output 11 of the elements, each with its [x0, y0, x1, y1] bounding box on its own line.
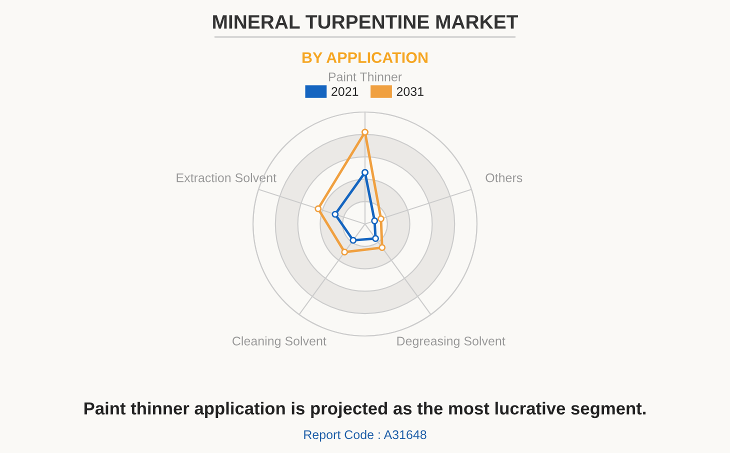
spoke-label: Extraction Solvent — [176, 173, 276, 182]
text: Report Code : A31648 — [304, 430, 426, 442]
spoke-label: Degreasing Solvent — [397, 336, 506, 348]
spoke-label: Paint Thinner — [328, 72, 402, 82]
chart-subtitle: BY APPLICATION — [302, 52, 428, 63]
spoke-label: Others — [486, 173, 522, 182]
chart-title: MINERAL TURPENTINE MARKET — [213, 15, 518, 29]
spoke-label: Cleaning Solvent — [232, 336, 326, 348]
legend-label: 2021 — [332, 87, 358, 96]
text: Paint thinner application is projected as the most lucrative segment. — [84, 402, 646, 418]
legend-label: 2031 — [396, 87, 424, 96]
